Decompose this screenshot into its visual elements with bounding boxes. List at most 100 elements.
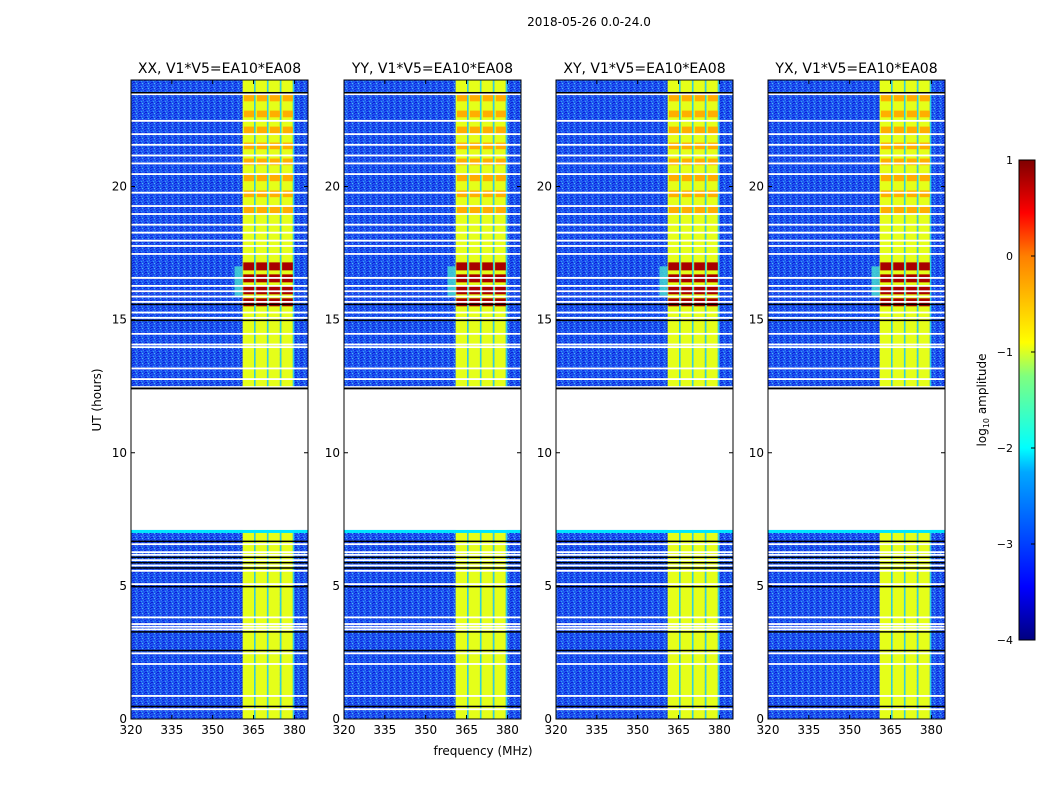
- y-tick-label: 15: [325, 313, 340, 327]
- flagged-row-edge: [768, 556, 945, 559]
- x-tick-label: 380: [283, 723, 306, 737]
- flagged-row: [344, 173, 521, 175]
- rfi-cell: [482, 158, 493, 166]
- flagged-row: [768, 551, 945, 554]
- x-tick-label: 365: [242, 723, 265, 737]
- flagged-row: [556, 346, 733, 349]
- flagged-row: [768, 191, 945, 194]
- flagged-row: [131, 290, 308, 293]
- flagged-row-edge: [131, 567, 308, 569]
- flagged-row-edge: [344, 387, 521, 390]
- flagged-row: [556, 708, 733, 711]
- rfi-cell: [694, 158, 705, 166]
- rfi-cell: [681, 206, 692, 214]
- flagged-row: [556, 253, 733, 255]
- rfi-cell: [919, 206, 930, 214]
- rfi-peak-cell: [893, 262, 904, 271]
- colorbar-tick-label: −4: [997, 634, 1013, 647]
- rfi-cell: [269, 174, 280, 182]
- x-tick-label: 365: [879, 723, 902, 737]
- flagged-row: [556, 191, 733, 194]
- flagged-row: [344, 162, 521, 165]
- rfi-cell: [456, 174, 468, 182]
- rfi-cell: [282, 94, 293, 102]
- flagged-row: [556, 564, 733, 567]
- flagged-row: [556, 300, 733, 303]
- colorbar-tick-label: 1: [1006, 154, 1013, 167]
- colorbar-label-rest: amplitude: [975, 354, 989, 418]
- flagged-row: [344, 623, 521, 625]
- flagged-row: [768, 346, 945, 349]
- flagged-row: [768, 300, 945, 303]
- rfi-cell: [256, 142, 267, 150]
- rfi-cell: [469, 190, 480, 198]
- rfi-cell: [282, 174, 293, 182]
- flagged-row: [344, 311, 521, 314]
- rfi-cell: [269, 158, 280, 166]
- flagged-row: [344, 205, 521, 207]
- rfi-halo: [234, 266, 243, 296]
- flagged-row-edge: [131, 540, 308, 543]
- flagged-row-edge: [556, 649, 733, 652]
- flagged-row-edge: [768, 585, 945, 588]
- flagged-row: [556, 378, 733, 380]
- flagged-row: [344, 543, 521, 546]
- rfi-cell: [243, 142, 255, 150]
- rfi-peak-cell: [482, 262, 493, 271]
- gap-edge: [131, 529, 308, 533]
- flagged-row: [768, 93, 945, 96]
- rfi-cell: [282, 158, 293, 166]
- y-tick-label: 10: [325, 446, 340, 460]
- flagged-row: [344, 583, 521, 586]
- flagged-row: [556, 616, 733, 619]
- rfi-cell: [919, 94, 930, 102]
- flagged-row: [344, 378, 521, 380]
- flagged-row: [131, 625, 308, 628]
- rfi-peak-cell: [694, 262, 705, 271]
- flagged-row: [768, 583, 945, 586]
- x-tick-label: 335: [797, 723, 820, 737]
- flagged-row: [768, 205, 945, 207]
- rfi-cell: [243, 190, 255, 198]
- flagged-row: [344, 625, 521, 628]
- y-tick-label: 0: [119, 712, 127, 726]
- flagged-row: [768, 564, 945, 567]
- x-tick-label: 335: [373, 723, 396, 737]
- flagged-row: [131, 564, 308, 567]
- rfi-cell: [906, 174, 917, 182]
- rfi-cell: [893, 174, 904, 182]
- rfi-cell: [919, 110, 930, 118]
- flagged-row: [556, 628, 733, 631]
- rfi-halo: [871, 266, 880, 296]
- flagged-row: [556, 245, 733, 247]
- flagged-row: [344, 695, 521, 697]
- flagged-row: [768, 616, 945, 619]
- flagged-row: [131, 695, 308, 697]
- flagged-row-edge: [131, 705, 308, 708]
- flagged-row: [768, 695, 945, 697]
- rfi-cell: [694, 190, 705, 198]
- flagged-row: [344, 663, 521, 665]
- colorbar-tick-label: −1: [997, 346, 1013, 359]
- rfi-cell: [707, 206, 718, 214]
- flagged-row: [131, 277, 308, 279]
- flagged-row: [131, 623, 308, 625]
- rfi-halo: [659, 266, 668, 296]
- flagged-row: [131, 285, 308, 287]
- flagged-row: [556, 663, 733, 665]
- flagged-row: [768, 543, 945, 546]
- rfi-cell: [456, 206, 468, 214]
- rfi-cell: [668, 174, 680, 182]
- rfi-cell: [880, 190, 892, 198]
- rfi-cell: [269, 206, 280, 214]
- rfi-cell: [906, 110, 917, 118]
- flagged-row: [344, 386, 521, 388]
- flagged-row: [131, 253, 308, 255]
- flagged-row-edge: [768, 303, 945, 306]
- flagged-row: [131, 551, 308, 554]
- flagged-row: [344, 245, 521, 247]
- flagged-row: [768, 663, 945, 665]
- rfi-cell: [482, 110, 493, 118]
- rfi-cell: [893, 126, 904, 134]
- flagged-row: [556, 343, 733, 346]
